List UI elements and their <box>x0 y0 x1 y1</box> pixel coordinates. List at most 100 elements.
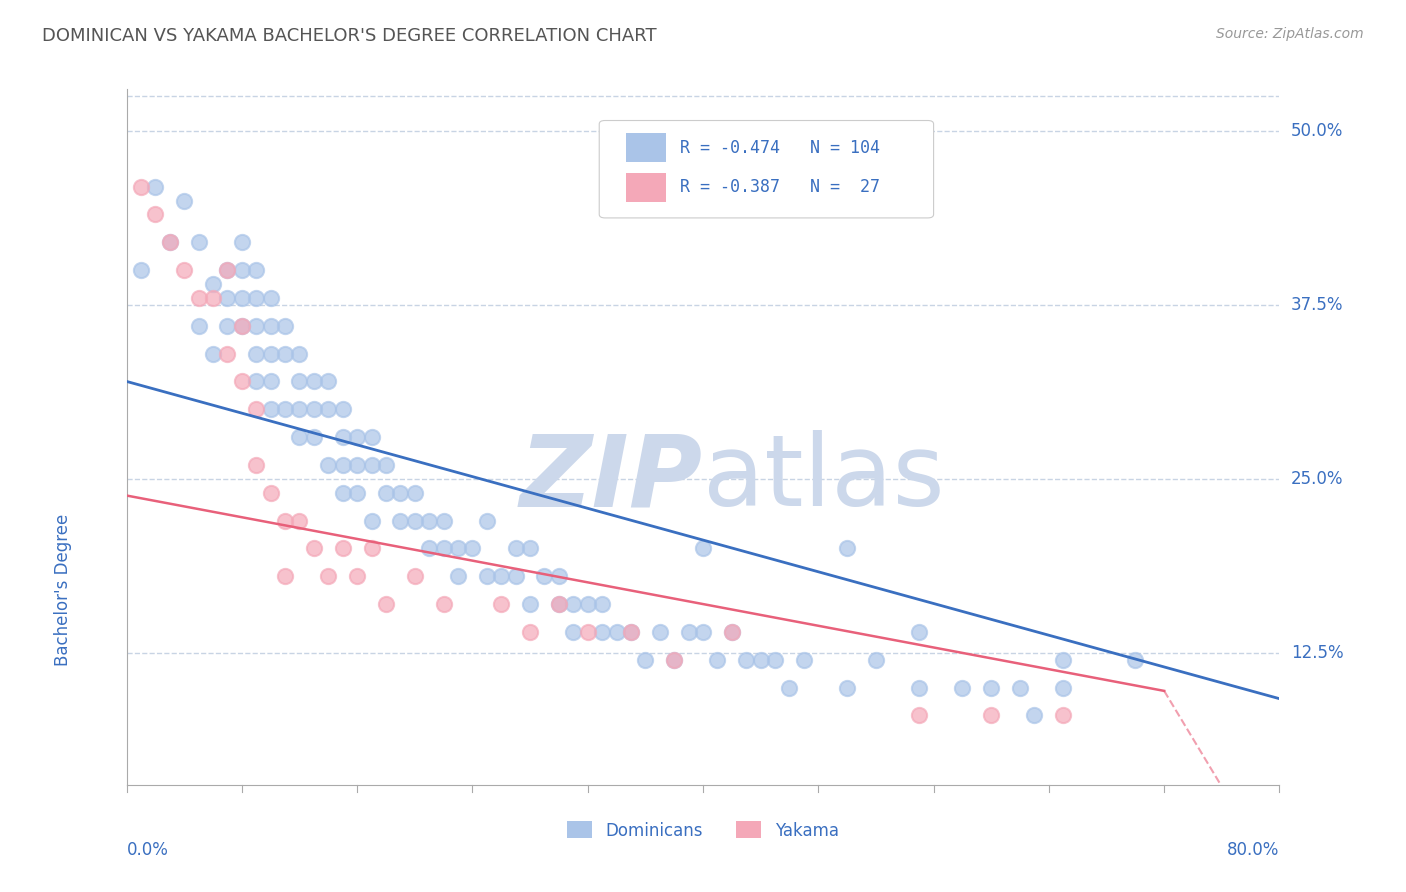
Point <box>274 402 297 417</box>
Point <box>346 458 368 472</box>
Point <box>202 291 225 305</box>
Point <box>505 541 527 556</box>
Point <box>288 430 311 444</box>
Point <box>1052 708 1074 723</box>
Point <box>302 430 325 444</box>
Point <box>231 291 253 305</box>
Point <box>187 318 209 333</box>
Point <box>491 597 513 611</box>
Point <box>259 485 281 500</box>
Point <box>217 263 239 277</box>
Point <box>908 708 931 723</box>
Point <box>360 541 382 556</box>
Point <box>217 291 239 305</box>
Point <box>779 681 801 695</box>
Point <box>461 541 484 556</box>
Point <box>360 430 382 444</box>
Point <box>606 624 628 639</box>
Point <box>318 402 340 417</box>
Point <box>346 430 368 444</box>
Point <box>202 346 225 360</box>
Point <box>835 681 858 695</box>
Point <box>648 624 671 639</box>
Point <box>720 624 742 639</box>
Point <box>129 179 152 194</box>
Point <box>346 485 368 500</box>
Point <box>332 430 354 444</box>
Text: 50.0%: 50.0% <box>1291 122 1343 140</box>
Point <box>346 569 368 583</box>
FancyBboxPatch shape <box>626 133 666 162</box>
Point <box>576 597 599 611</box>
FancyBboxPatch shape <box>626 173 666 202</box>
Point <box>533 569 555 583</box>
Text: 12.5%: 12.5% <box>1291 644 1344 662</box>
Point <box>231 375 253 389</box>
Text: 80.0%: 80.0% <box>1227 840 1279 859</box>
Point <box>591 624 613 639</box>
Point <box>475 569 498 583</box>
Point <box>245 263 267 277</box>
Point <box>980 681 1002 695</box>
Point <box>720 624 742 639</box>
Point <box>288 514 311 528</box>
Point <box>562 624 585 639</box>
Point <box>950 681 973 695</box>
Point <box>475 514 498 528</box>
Point <box>404 514 426 528</box>
Point <box>1125 653 1147 667</box>
Point <box>634 653 657 667</box>
Point <box>404 569 426 583</box>
Point <box>288 402 311 417</box>
Point <box>288 346 311 360</box>
Point <box>1052 653 1074 667</box>
Point <box>908 624 931 639</box>
Point <box>706 653 728 667</box>
Point <box>231 318 253 333</box>
Point <box>274 318 297 333</box>
Point <box>418 514 440 528</box>
Point <box>447 569 470 583</box>
Point <box>591 597 613 611</box>
Point <box>259 346 281 360</box>
Point <box>318 569 340 583</box>
Point <box>1024 708 1046 723</box>
Point <box>129 263 152 277</box>
Text: atlas: atlas <box>703 430 945 527</box>
Point <box>231 318 253 333</box>
Point <box>664 653 686 667</box>
Text: ZIP: ZIP <box>520 430 703 527</box>
Point <box>374 597 398 611</box>
Point <box>245 318 267 333</box>
Point <box>418 541 440 556</box>
Point <box>360 514 382 528</box>
Point <box>360 458 382 472</box>
Point <box>548 597 571 611</box>
Point <box>318 458 340 472</box>
Text: 0.0%: 0.0% <box>127 840 169 859</box>
Point <box>259 291 281 305</box>
Point <box>231 263 253 277</box>
Text: DOMINICAN VS YAKAMA BACHELOR'S DEGREE CORRELATION CHART: DOMINICAN VS YAKAMA BACHELOR'S DEGREE CO… <box>42 27 657 45</box>
Point <box>332 402 354 417</box>
Point <box>332 541 354 556</box>
Point <box>763 653 786 667</box>
Point <box>389 485 412 500</box>
Point <box>835 541 858 556</box>
Point <box>245 346 267 360</box>
Point <box>908 681 931 695</box>
Point <box>274 514 297 528</box>
Point <box>259 375 281 389</box>
Point <box>217 263 239 277</box>
Point <box>302 402 325 417</box>
Point <box>374 485 398 500</box>
Point <box>245 402 267 417</box>
Point <box>274 569 297 583</box>
Point <box>491 569 513 583</box>
Point <box>519 597 541 611</box>
Point <box>173 194 195 208</box>
Text: R = -0.387   N =  27: R = -0.387 N = 27 <box>681 178 880 196</box>
Point <box>1052 681 1074 695</box>
Point <box>980 708 1002 723</box>
Point <box>735 653 758 667</box>
